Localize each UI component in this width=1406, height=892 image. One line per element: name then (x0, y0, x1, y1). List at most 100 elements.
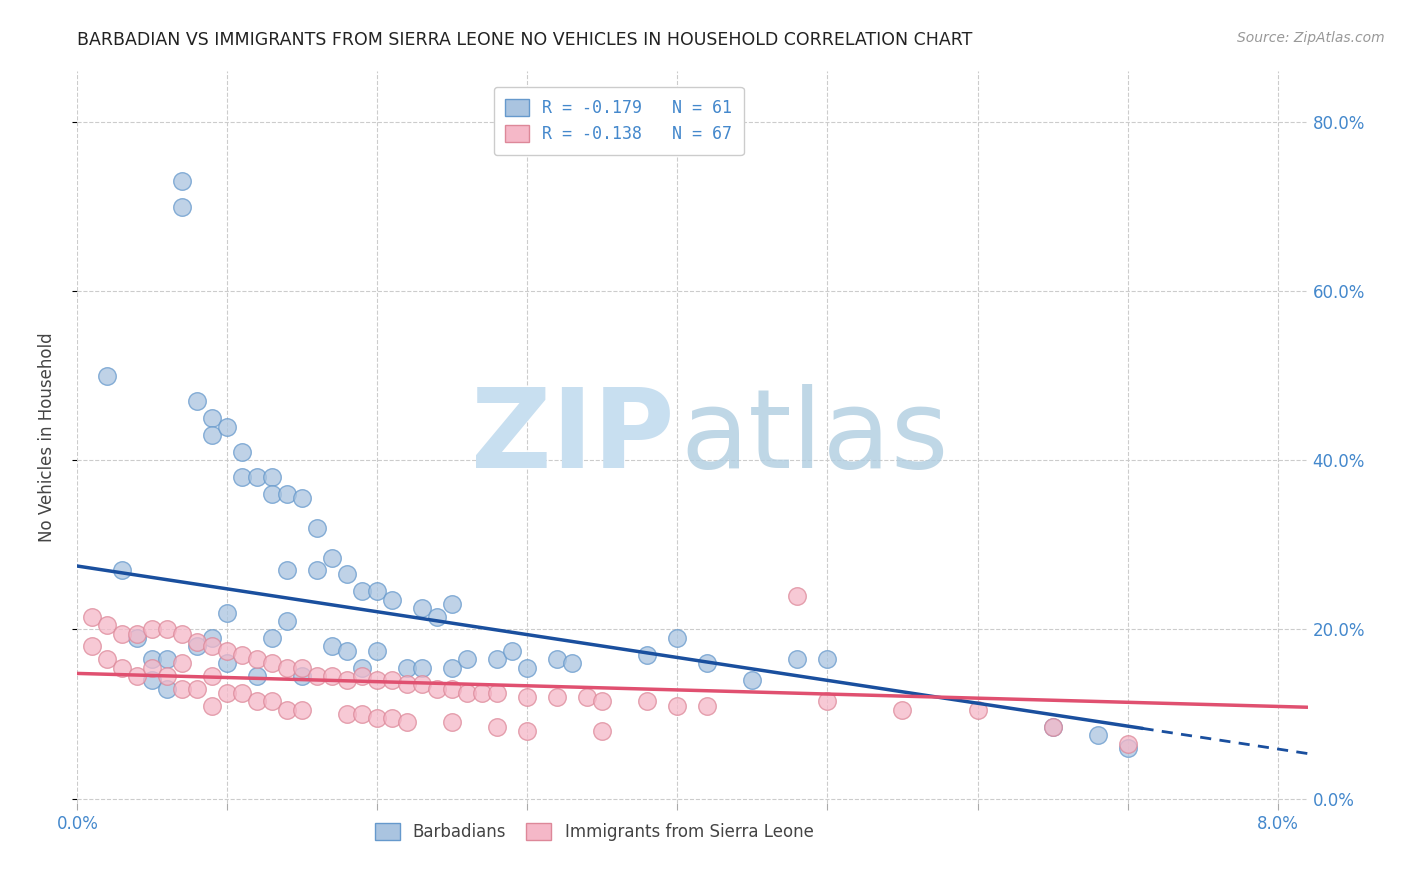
Point (396, 715, 419, 730)
Point (441, 660, 464, 674)
Point (817, 694, 839, 708)
Point (172, 626, 194, 640)
Point (396, 677, 419, 691)
Point (141, 652, 163, 666)
Point (456, 652, 478, 666)
Point (262, 694, 284, 708)
Point (246, 652, 269, 666)
Point (817, 652, 839, 666)
Point (786, 589, 808, 603)
Point (291, 491, 314, 506)
Point (231, 686, 253, 700)
Point (141, 623, 163, 637)
Point (426, 681, 449, 696)
Point (486, 652, 509, 666)
Point (172, 200, 194, 214)
Point (172, 681, 194, 696)
Point (231, 445, 253, 459)
Point (696, 657, 718, 671)
Point (201, 631, 224, 645)
Point (636, 648, 658, 662)
Point (156, 669, 179, 683)
Point (336, 643, 359, 657)
Point (262, 470, 284, 484)
Point (486, 720, 509, 734)
Point (666, 631, 689, 645)
Point (546, 652, 568, 666)
Point (127, 631, 149, 645)
Point (291, 660, 314, 674)
Point (366, 643, 388, 657)
Point (636, 694, 658, 708)
Point (381, 711, 404, 725)
Point (262, 631, 284, 645)
Point (561, 657, 583, 671)
Point (352, 660, 374, 674)
Point (1116, 740, 1139, 755)
Point (276, 703, 298, 717)
Point (411, 677, 433, 691)
Point (366, 711, 388, 725)
Point (201, 411, 224, 425)
Point (217, 657, 239, 671)
Point (156, 652, 179, 666)
Point (441, 715, 464, 730)
Point (1116, 737, 1139, 751)
Point (217, 419, 239, 434)
Point (1042, 720, 1064, 734)
Point (516, 723, 538, 738)
Point (156, 681, 179, 696)
Point (366, 673, 388, 688)
Point (546, 690, 568, 705)
Point (381, 673, 404, 688)
Point (291, 669, 314, 683)
Point (231, 648, 253, 662)
Point (486, 686, 509, 700)
Point (276, 614, 298, 628)
Point (591, 694, 613, 708)
Point (516, 690, 538, 705)
Point (276, 487, 298, 501)
Point (186, 635, 208, 649)
Point (576, 690, 599, 705)
Point (186, 681, 208, 696)
Text: BARBADIAN VS IMMIGRANTS FROM SIERRA LEONE NO VEHICLES IN HOUSEHOLD CORRELATION C: BARBADIAN VS IMMIGRANTS FROM SIERRA LEON… (77, 31, 973, 49)
Point (156, 623, 179, 637)
Point (111, 626, 134, 640)
Point (262, 487, 284, 501)
Point (591, 723, 613, 738)
Text: Source: ZipAtlas.com: Source: ZipAtlas.com (1237, 31, 1385, 45)
Point (141, 673, 163, 688)
Point (111, 563, 134, 577)
Point (1087, 728, 1109, 742)
Point (246, 669, 269, 683)
Point (456, 686, 478, 700)
Point (96, 368, 118, 383)
Point (966, 703, 988, 717)
Point (1042, 720, 1064, 734)
Point (321, 640, 343, 654)
Point (246, 470, 269, 484)
Point (186, 394, 208, 409)
Point (262, 657, 284, 671)
Point (141, 660, 163, 674)
Point (366, 584, 388, 599)
Point (501, 643, 523, 657)
Point (201, 428, 224, 442)
Legend: Barbadians, Immigrants from Sierra Leone: Barbadians, Immigrants from Sierra Leone (366, 814, 823, 849)
Point (201, 698, 224, 713)
Point (172, 174, 194, 188)
Point (516, 660, 538, 674)
Point (217, 643, 239, 657)
Point (111, 660, 134, 674)
Point (741, 673, 763, 688)
Point (786, 652, 808, 666)
Text: ZIP: ZIP (471, 384, 673, 491)
Point (321, 550, 343, 565)
Point (127, 626, 149, 640)
Point (307, 563, 329, 577)
Point (352, 669, 374, 683)
Point (217, 606, 239, 620)
Point (231, 470, 253, 484)
Text: atlas: atlas (681, 384, 949, 491)
